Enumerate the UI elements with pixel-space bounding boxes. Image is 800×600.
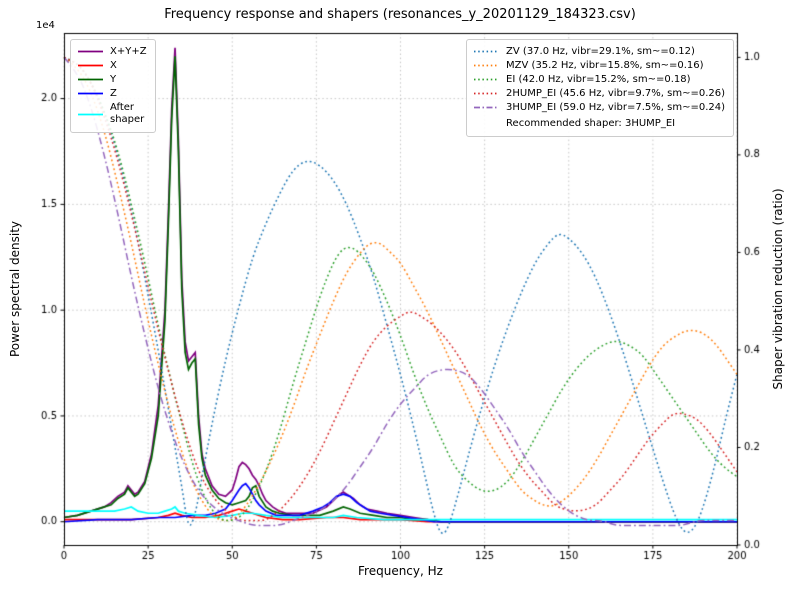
legend-line-sample <box>473 77 500 82</box>
x-axis-label: Frequency, Hz <box>358 564 443 578</box>
legend-item: After shaper <box>77 102 147 127</box>
legend-item: ZV (37.0 Hz, vibr=29.1%, sm~=0.12) <box>473 46 725 59</box>
legend-note: Recommended shaper: 3HUMP_EI <box>506 118 676 129</box>
legend-line-sample <box>77 91 104 96</box>
legend-label: Y <box>110 73 117 85</box>
legend-item: Y <box>77 74 147 87</box>
legend-note-row: Recommended shaper: 3HUMP_EI <box>473 118 725 131</box>
legend-label: ZV (37.0 Hz, vibr=29.1%, sm~=0.12) <box>506 45 695 57</box>
y-axis-label-left: Power spectral density <box>8 220 22 358</box>
legend-label: Z <box>110 87 117 99</box>
y-axis-label-right: Shaper vibration reduction (ratio) <box>771 188 785 390</box>
legend-item: 3HUMP_EI (59.0 Hz, vibr=7.5%, sm~=0.24) <box>473 102 725 115</box>
legend-item: X+Y+Z <box>77 46 147 59</box>
chart-title: Frequency response and shapers (resonanc… <box>164 7 636 22</box>
legend-label: EI (42.0 Hz, vibr=15.2%, sm~=0.18) <box>506 73 691 85</box>
legend-item: 2HUMP_EI (45.6 Hz, vibr=9.7%, sm~=0.26) <box>473 88 725 101</box>
legend-label: 3HUMP_EI (59.0 Hz, vibr=7.5%, sm~=0.24) <box>506 101 725 113</box>
legend-line-sample <box>77 77 104 82</box>
legend-line-sample <box>77 49 104 54</box>
legend-label: 2HUMP_EI (45.6 Hz, vibr=9.7%, sm~=0.26) <box>506 87 725 99</box>
legend-label: X <box>110 59 117 71</box>
legend-line-sample <box>473 105 500 110</box>
legend-label: After shaper <box>110 101 145 126</box>
legend-label: MZV (35.2 Hz, vibr=15.8%, sm~=0.16) <box>506 59 704 71</box>
legend-item: Z <box>77 88 147 101</box>
legend-item: X <box>77 60 147 73</box>
legend-line-sample <box>77 112 104 117</box>
legend-item: EI (42.0 Hz, vibr=15.2%, sm~=0.18) <box>473 74 725 87</box>
legend-line-sample <box>473 49 500 54</box>
legend-line-sample <box>473 63 500 68</box>
legend-label: X+Y+Z <box>110 45 147 57</box>
legend-psd: X+Y+Z X Y Z After shaper <box>70 39 156 133</box>
legend-line-sample <box>77 63 104 68</box>
legend-item: MZV (35.2 Hz, vibr=15.8%, sm~=0.16) <box>473 60 725 73</box>
legend-shapers: ZV (37.0 Hz, vibr=29.1%, sm~=0.12) MZV (3… <box>466 39 734 137</box>
legend-line-sample <box>473 91 500 96</box>
y-axis-offset-text: 1e4 <box>36 20 55 31</box>
